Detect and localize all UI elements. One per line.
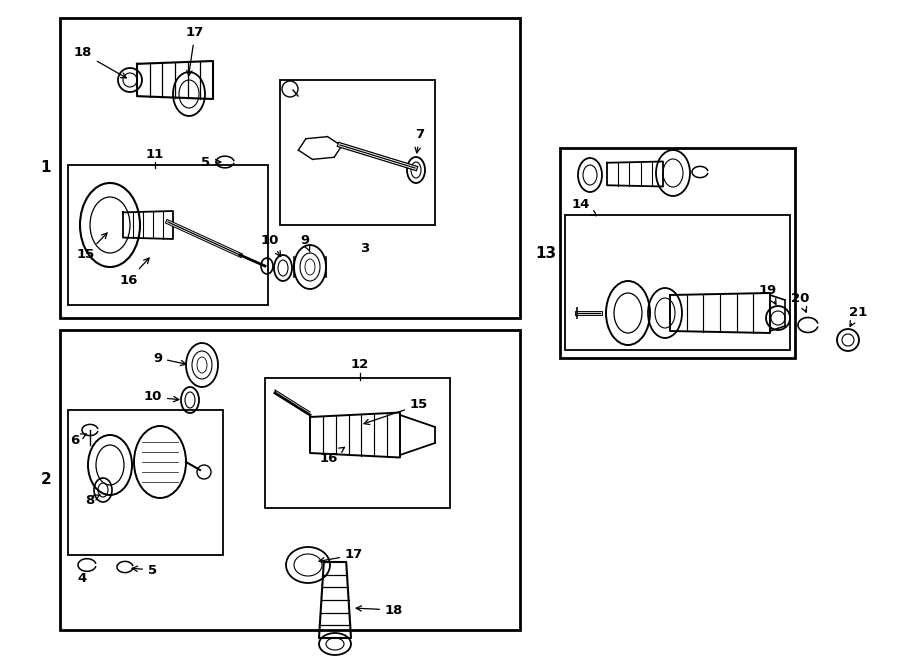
Text: 10: 10: [261, 233, 281, 256]
Bar: [60, 18, 520, 318]
Text: 11: 11: [146, 149, 164, 161]
Text: 7: 7: [415, 128, 425, 153]
Text: 16: 16: [320, 447, 345, 465]
Bar: [68, 165, 268, 305]
Text: 21: 21: [849, 305, 867, 327]
Text: 14: 14: [572, 198, 597, 215]
Bar: [68, 410, 223, 555]
Text: 18: 18: [74, 46, 126, 78]
Text: 6: 6: [70, 434, 86, 446]
Text: 17: 17: [320, 549, 364, 563]
Text: 12: 12: [351, 358, 369, 371]
Text: 15: 15: [364, 399, 428, 424]
Text: 20: 20: [791, 292, 809, 312]
Text: 10: 10: [144, 391, 179, 403]
Text: 18: 18: [356, 603, 403, 617]
Bar: [560, 148, 795, 358]
Text: 4: 4: [77, 572, 86, 584]
Text: 2: 2: [40, 473, 51, 488]
Bar: [265, 378, 450, 508]
Bar: [60, 330, 520, 630]
Text: 17: 17: [186, 26, 204, 76]
Text: 5: 5: [201, 155, 220, 169]
Text: 1: 1: [40, 161, 51, 176]
Text: 8: 8: [86, 494, 100, 506]
Text: 9: 9: [153, 352, 186, 366]
Text: 15: 15: [76, 233, 107, 262]
Text: 19: 19: [759, 284, 777, 304]
Text: 5: 5: [132, 563, 157, 576]
Text: 3: 3: [360, 241, 370, 254]
Bar: [565, 215, 790, 350]
Bar: [280, 80, 435, 225]
Text: 16: 16: [120, 258, 149, 286]
Text: 13: 13: [536, 245, 556, 260]
Text: 9: 9: [301, 233, 310, 252]
